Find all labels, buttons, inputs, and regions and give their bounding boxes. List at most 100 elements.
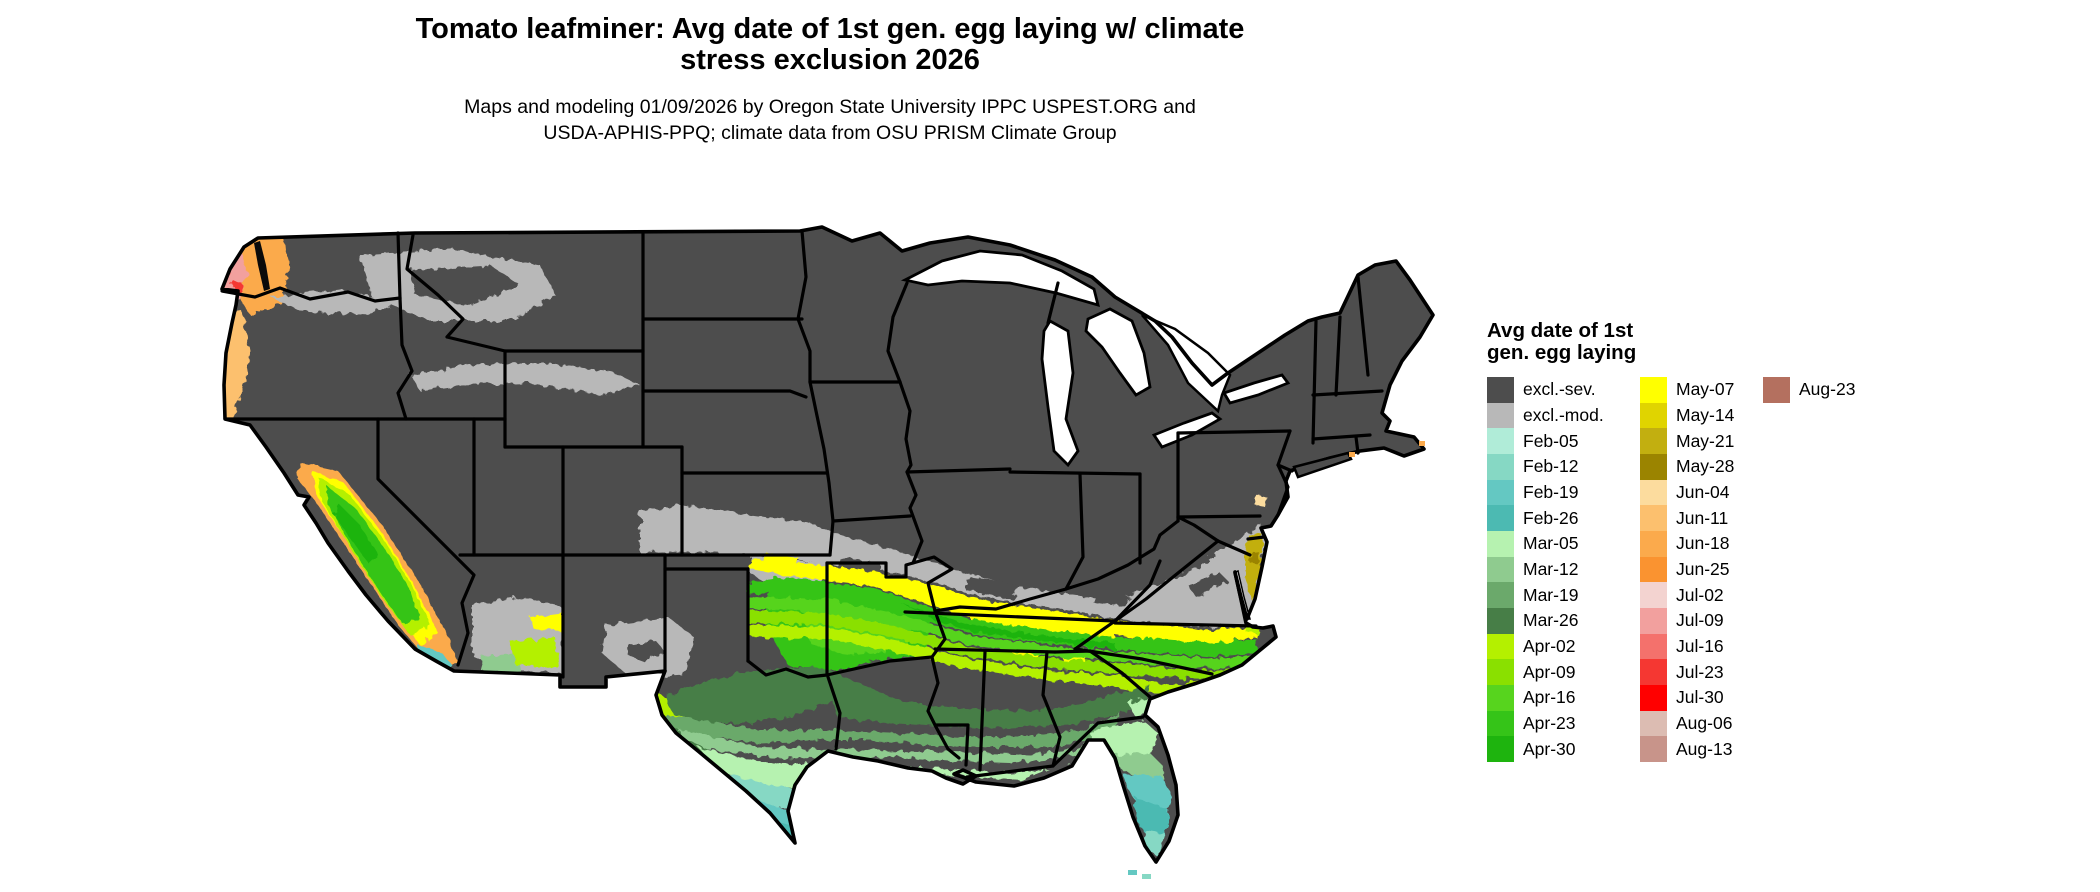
subtitle-line-2: USDA-APHIS-PPQ; climate data from OSU PR… — [543, 122, 1117, 144]
legend-entry: Jul-30 — [1640, 684, 1763, 711]
border-ms-al — [978, 650, 987, 772]
border-wv-va — [1113, 539, 1220, 623]
us-choropleth-map — [210, 225, 1480, 885]
legend-label: Apr-23 — [1523, 712, 1576, 733]
region-stx-feb12 — [720, 773, 810, 810]
legend-label: Jul-09 — [1676, 610, 1724, 631]
legend-swatch — [1640, 582, 1667, 608]
region-transition-gray-band — [640, 505, 1266, 627]
legend-label: May-28 — [1676, 456, 1735, 477]
conus-outline — [220, 225, 1435, 864]
region-apr23-band — [748, 577, 1258, 657]
border-ma-north — [1311, 389, 1384, 397]
region-apr16-band — [748, 597, 1258, 669]
legend-swatch — [1487, 607, 1514, 634]
border-delaware-river — [1276, 429, 1292, 517]
legend-entry: Apr-09 — [1487, 659, 1640, 685]
border-red-river — [746, 659, 829, 679]
legend-entry: Aug-23 — [1763, 377, 1893, 403]
long-island — [1292, 451, 1353, 479]
legend-label: Jul-23 — [1676, 661, 1724, 682]
legend-swatch — [1487, 556, 1514, 583]
legend-swatch — [1487, 428, 1514, 454]
border-tx-la — [826, 675, 842, 751]
legend-entry: Mar-19 — [1487, 582, 1640, 608]
lake-erie — [1151, 411, 1223, 449]
lake-huron — [1084, 307, 1152, 397]
border-wi-mi — [1046, 281, 1060, 325]
legend-label: Jul-30 — [1676, 687, 1724, 708]
legend-entry: Jul-23 — [1640, 659, 1763, 685]
legend-swatch — [1640, 684, 1667, 711]
legend-swatch — [1487, 633, 1514, 660]
region-az-sage — [480, 653, 522, 673]
legend-label: May-21 — [1676, 430, 1735, 451]
legend-label: Jun-11 — [1676, 507, 1729, 528]
legend-swatch — [1640, 479, 1667, 506]
puget-sound — [254, 241, 270, 291]
legend-swatch — [1640, 556, 1667, 583]
legend-column-3: Aug-23 — [1763, 377, 1893, 403]
border-md-de — [1246, 535, 1266, 541]
legend-swatch — [1640, 453, 1667, 480]
map-legend: Avg date of 1st gen. egg laying excl.-se… — [1487, 320, 2047, 762]
legend-columns: excl.-sev. excl.-mod. Feb-05 Feb-12 Feb-19 Fe… — [1487, 377, 2047, 762]
legend-label: Mar-05 — [1523, 533, 1579, 554]
border-ky-tn — [903, 610, 1117, 623]
legend-entry: Feb-26 — [1487, 505, 1640, 531]
legend-entry: Apr-23 — [1487, 710, 1640, 737]
legend-entry: May-28 — [1640, 453, 1763, 480]
region-tx-sage — [665, 667, 832, 723]
legend-label: Aug-06 — [1676, 712, 1733, 733]
legend-entry: Aug-06 — [1640, 710, 1763, 737]
legend-label: Feb-26 — [1523, 507, 1579, 528]
region-apr30-band — [900, 603, 1115, 649]
legend-label: Mar-19 — [1523, 584, 1579, 605]
legend-label: Mar-26 — [1523, 610, 1579, 631]
region-mar12-band — [678, 730, 1105, 763]
legend-entry: Feb-12 — [1487, 453, 1640, 480]
legend-label: Feb-19 — [1523, 481, 1579, 502]
border-la-ms — [934, 723, 970, 767]
border-id-mt — [405, 233, 507, 353]
legend-label: Feb-05 — [1523, 430, 1579, 451]
legend-label: Apr-02 — [1523, 635, 1576, 656]
legend-swatch — [1487, 710, 1514, 737]
border-nh-me — [1356, 275, 1370, 377]
legend-entry: Apr-16 — [1487, 684, 1640, 711]
legend-swatch — [1763, 377, 1790, 403]
legend-entry: Jul-16 — [1640, 633, 1763, 660]
florida-keys-dot-2 — [1142, 874, 1151, 879]
border-vt-nh — [1334, 315, 1342, 397]
title-line-2: stress exclusion 2026 — [680, 44, 980, 76]
border-wa-or — [220, 286, 402, 303]
legend-entry: Feb-19 — [1487, 479, 1640, 506]
border-il-in — [1064, 472, 1085, 591]
border-wi-il — [905, 467, 1012, 474]
legend-title-line-1: Avg date of 1st — [1487, 319, 1634, 342]
border-fl-north — [965, 715, 1145, 779]
legend-swatch — [1640, 402, 1667, 429]
region-delmarva-olive — [1245, 533, 1263, 601]
legend-swatch — [1487, 377, 1514, 403]
legend-swatch — [1487, 582, 1514, 608]
border-ca-nv-az — [376, 417, 476, 667]
border-nc-sc — [1073, 647, 1214, 676]
border-ohio-river — [933, 519, 1180, 613]
page-subtitle: Maps and modeling 01/09/2026 by Oregon S… — [280, 94, 1380, 146]
lake-superior — [900, 249, 1100, 308]
legend-entry: Jun-04 — [1640, 479, 1763, 506]
border-wa-id — [396, 231, 402, 300]
legend-label: Jul-16 — [1676, 635, 1724, 656]
border-or-id — [396, 296, 414, 421]
legend-entry: Apr-02 — [1487, 633, 1640, 660]
region-delmarva-dark-olive — [1250, 551, 1260, 565]
border-tn-nc — [1073, 619, 1117, 651]
border-ar-la — [825, 655, 934, 677]
legend-entry: Apr-30 — [1487, 736, 1640, 762]
legend-entry: Feb-05 — [1487, 428, 1640, 454]
legend-swatch — [1640, 607, 1667, 634]
border-mn-west — [796, 229, 812, 384]
legend-label: Jun-18 — [1676, 533, 1730, 554]
legend-entry: Mar-05 — [1487, 530, 1640, 557]
